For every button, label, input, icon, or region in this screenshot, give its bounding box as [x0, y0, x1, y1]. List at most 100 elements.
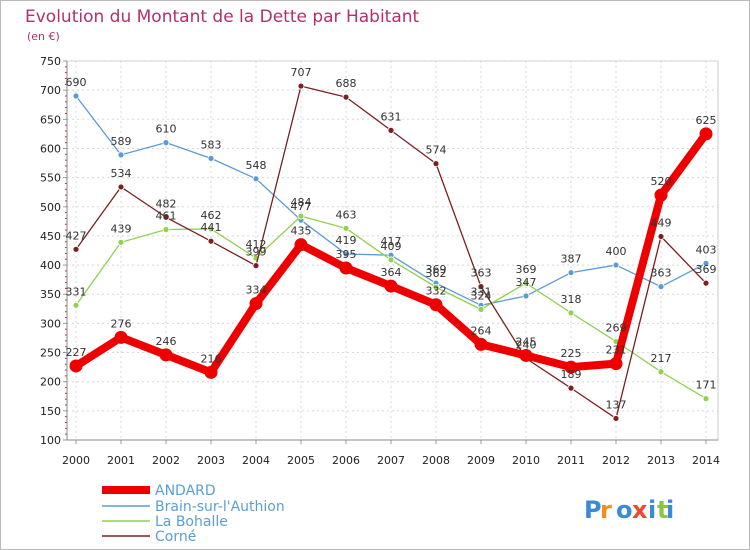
data-point-la-bohalle	[432, 283, 440, 291]
data-point-la-bohalle	[117, 238, 125, 246]
data-label-corn-: 449	[651, 217, 672, 230]
logo-letter: P	[584, 496, 602, 524]
y-tick-label: 450	[40, 230, 61, 243]
data-label-andard: 231	[606, 344, 627, 357]
data-label-corn-: 369	[696, 263, 717, 276]
logo-letter: t	[657, 496, 668, 524]
data-label-corn-: 240	[516, 338, 537, 351]
data-label-la-bohalle: 362	[426, 267, 447, 280]
data-label-la-bohalle: 484	[291, 196, 312, 209]
data-label-corn-: 688	[336, 77, 357, 90]
data-point-brain-sur-l-authion	[702, 259, 710, 267]
data-label-corn-: 363	[471, 267, 492, 280]
x-tick-label: 2003	[197, 454, 225, 467]
data-label-andard: 435	[291, 225, 312, 238]
data-point-andard	[609, 357, 623, 371]
data-point-la-bohalle	[522, 279, 530, 287]
x-tick-label: 2005	[287, 454, 315, 467]
data-label-corn-: 631	[381, 110, 402, 123]
data-point-corn-	[162, 213, 170, 221]
legend-label-la-bohalle: La Bohalle	[155, 514, 228, 530]
chart-subtitle: (en €)	[27, 30, 60, 43]
data-point-brain-sur-l-authion	[162, 139, 170, 147]
data-point-andard	[159, 348, 173, 362]
data-label-la-bohalle: 461	[156, 210, 177, 223]
data-point-andard	[339, 261, 353, 275]
logo-letter: r	[600, 496, 612, 524]
data-label-corn-: 707	[291, 66, 312, 79]
data-label-corn-: 534	[111, 167, 132, 180]
logo-letter: i	[666, 496, 674, 524]
data-label-la-bohalle: 269	[606, 321, 627, 334]
data-label-andard: 216	[201, 352, 222, 365]
chart-title: Evolution du Montant de la Dette par Hab…	[25, 7, 420, 27]
data-label-la-bohalle: 217	[651, 352, 672, 365]
x-tick-label: 2002	[152, 454, 180, 467]
data-label-brain-sur-l-authion: 419	[336, 234, 357, 247]
x-tick-label: 2011	[557, 454, 585, 467]
y-tick-label: 550	[40, 172, 61, 185]
data-label-andard: 245	[516, 335, 537, 348]
data-point-corn-	[72, 245, 80, 253]
data-label-brain-sur-l-authion: 347	[516, 276, 537, 289]
data-point-andard	[69, 359, 83, 373]
data-label-corn-: 137	[606, 398, 627, 411]
y-tick-label: 500	[40, 201, 61, 214]
data-point-la-bohalle	[477, 305, 485, 313]
data-point-la-bohalle	[342, 224, 350, 232]
x-tick-label: 2001	[107, 454, 135, 467]
data-point-corn-	[702, 279, 710, 287]
data-labels: 690 589 610 583 548 477 419 417 369 331 347 387 400 3…	[66, 66, 717, 411]
legend-label-andard: ANDARD	[155, 483, 216, 499]
data-point-andard	[249, 297, 263, 311]
x-tick-label: 2012	[602, 454, 630, 467]
data-point-andard	[294, 238, 308, 252]
data-label-andard: 520	[651, 175, 672, 188]
x-tick-label: 2008	[422, 454, 450, 467]
x-tick-label: 2004	[242, 454, 270, 467]
data-point-corn-	[477, 283, 485, 291]
y-tick-label: 400	[40, 259, 61, 272]
y-tick-label: 700	[40, 84, 61, 97]
data-point-la-bohalle	[387, 256, 395, 264]
x-tick-label: 2014	[692, 454, 720, 467]
plot-area	[66, 60, 719, 441]
data-label-andard: 334	[246, 284, 267, 297]
data-point-la-bohalle	[702, 395, 710, 403]
data-point-andard	[699, 127, 713, 141]
data-label-brain-sur-l-authion: 477	[291, 200, 312, 213]
data-label-brain-sur-l-authion: 589	[111, 135, 132, 148]
x-tick-label: 2013	[647, 454, 675, 467]
data-label-corn-: 574	[426, 144, 447, 157]
data-label-brain-sur-l-authion: 548	[246, 159, 267, 172]
data-point-la-bohalle	[297, 212, 305, 220]
y-tick-label: 150	[40, 405, 61, 418]
data-label-brain-sur-l-authion: 610	[156, 123, 177, 136]
data-point-brain-sur-l-authion	[567, 269, 575, 277]
data-point-corn-	[297, 82, 305, 90]
y-tick-label: 750	[40, 55, 61, 68]
y-tick-label: 250	[40, 347, 61, 360]
data-point-corn-	[432, 160, 440, 168]
data-label-andard: 364	[381, 266, 402, 279]
data-point-la-bohalle	[567, 309, 575, 317]
data-point-brain-sur-l-authion	[252, 175, 260, 183]
data-point-corn-	[252, 262, 260, 270]
axes: 100 150 200 250 300 350 400 450 500 550 600 650 700 7…	[40, 55, 720, 467]
x-tick-label: 2007	[377, 454, 405, 467]
x-tick-label: 2006	[332, 454, 360, 467]
logo-letter: o	[616, 496, 633, 524]
data-label-andard: 276	[111, 317, 132, 330]
data-point-corn-	[207, 237, 215, 245]
data-point-la-bohalle	[72, 301, 80, 309]
data-label-andard: 264	[471, 324, 492, 337]
y-tick-label: 300	[40, 317, 61, 330]
logo-letter: x	[632, 496, 648, 524]
data-point-brain-sur-l-authion	[72, 92, 80, 100]
data-point-corn-	[567, 384, 575, 392]
data-label-andard: 246	[156, 335, 177, 348]
data-label-la-bohalle: 463	[336, 208, 357, 221]
data-point-andard	[654, 188, 668, 202]
